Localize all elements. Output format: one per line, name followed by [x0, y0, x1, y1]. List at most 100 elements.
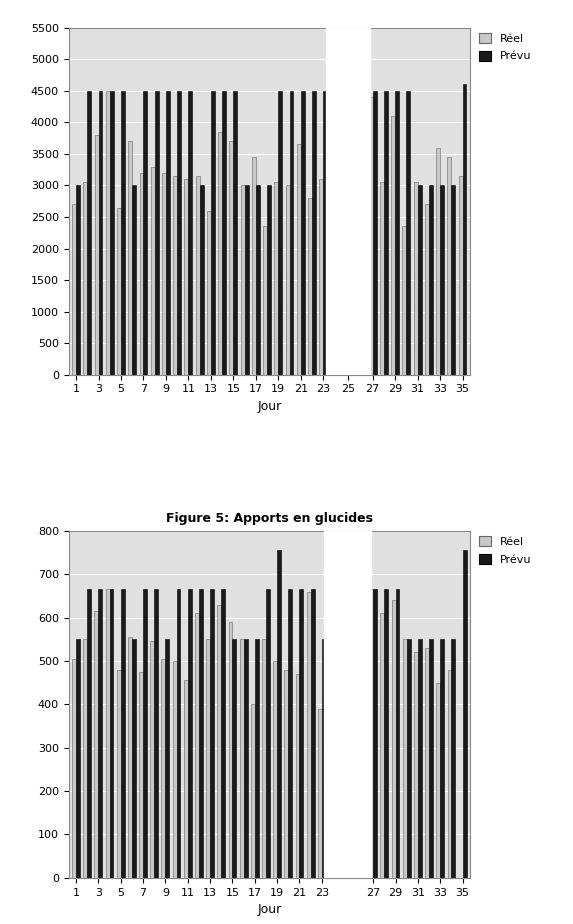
- Bar: [241, 186, 245, 375]
- Bar: [83, 182, 87, 375]
- Bar: [217, 604, 221, 878]
- Bar: [406, 91, 410, 375]
- Bar: [211, 91, 215, 375]
- Bar: [312, 91, 316, 375]
- Bar: [380, 182, 384, 375]
- Bar: [437, 683, 440, 878]
- Bar: [277, 551, 281, 878]
- Bar: [76, 639, 80, 878]
- Bar: [128, 637, 132, 878]
- Bar: [418, 639, 422, 878]
- Legend: Réel, Prévu: Réel, Prévu: [480, 537, 531, 565]
- Bar: [166, 91, 170, 375]
- Bar: [139, 672, 143, 878]
- Bar: [229, 141, 233, 375]
- Bar: [150, 641, 154, 878]
- Bar: [429, 639, 433, 878]
- Bar: [308, 198, 312, 375]
- Bar: [154, 590, 158, 878]
- Bar: [278, 91, 282, 375]
- Bar: [425, 204, 429, 375]
- Bar: [176, 590, 180, 878]
- Bar: [155, 91, 159, 375]
- Bar: [87, 590, 91, 878]
- Bar: [121, 91, 125, 375]
- Bar: [395, 91, 399, 375]
- Bar: [244, 639, 248, 878]
- Bar: [311, 590, 315, 878]
- Bar: [99, 91, 103, 375]
- Bar: [448, 157, 452, 375]
- Bar: [323, 91, 327, 375]
- Bar: [252, 157, 256, 375]
- Bar: [319, 179, 323, 375]
- Bar: [110, 91, 113, 375]
- Bar: [436, 148, 440, 375]
- Bar: [462, 551, 466, 878]
- Bar: [458, 176, 462, 375]
- Bar: [221, 590, 225, 878]
- Bar: [140, 173, 143, 375]
- Bar: [392, 601, 395, 878]
- Bar: [117, 670, 121, 878]
- Bar: [440, 639, 444, 878]
- Bar: [195, 614, 199, 878]
- Bar: [384, 91, 388, 375]
- Bar: [425, 648, 429, 878]
- Bar: [322, 639, 325, 878]
- Bar: [255, 639, 258, 878]
- Bar: [95, 611, 99, 878]
- Bar: [326, 28, 370, 375]
- Bar: [117, 208, 121, 375]
- Bar: [318, 709, 322, 878]
- Bar: [166, 639, 169, 878]
- Bar: [162, 173, 166, 375]
- X-axis label: Jour: Jour: [257, 903, 281, 916]
- Bar: [206, 639, 210, 878]
- Bar: [72, 659, 76, 878]
- Bar: [344, 173, 348, 375]
- Bar: [199, 590, 203, 878]
- Bar: [196, 176, 199, 375]
- Bar: [188, 590, 191, 878]
- Bar: [263, 226, 267, 375]
- Bar: [372, 91, 376, 375]
- Bar: [407, 639, 411, 878]
- Bar: [173, 176, 177, 375]
- Bar: [301, 91, 305, 375]
- Bar: [403, 639, 407, 878]
- Bar: [373, 590, 377, 878]
- Bar: [380, 614, 384, 878]
- Bar: [162, 659, 166, 878]
- Bar: [284, 670, 288, 878]
- X-axis label: Jour: Jour: [257, 400, 281, 413]
- Bar: [324, 530, 371, 878]
- Bar: [185, 179, 189, 375]
- Bar: [391, 116, 395, 375]
- Bar: [143, 91, 147, 375]
- Bar: [369, 97, 372, 375]
- Bar: [285, 186, 289, 375]
- Bar: [128, 141, 132, 375]
- Bar: [267, 186, 271, 375]
- Bar: [95, 135, 99, 375]
- Bar: [414, 182, 418, 375]
- Bar: [218, 132, 222, 375]
- Bar: [452, 186, 456, 375]
- Bar: [72, 204, 76, 375]
- Bar: [229, 622, 233, 878]
- Bar: [348, 186, 352, 375]
- Bar: [99, 590, 102, 878]
- Bar: [414, 652, 418, 878]
- Bar: [76, 186, 80, 375]
- Bar: [274, 182, 278, 375]
- Bar: [151, 166, 155, 375]
- Bar: [109, 590, 113, 878]
- Bar: [105, 590, 109, 878]
- Bar: [233, 91, 237, 375]
- Bar: [233, 639, 236, 878]
- Bar: [273, 661, 277, 878]
- Bar: [83, 639, 87, 878]
- Bar: [132, 639, 136, 878]
- Bar: [240, 639, 244, 878]
